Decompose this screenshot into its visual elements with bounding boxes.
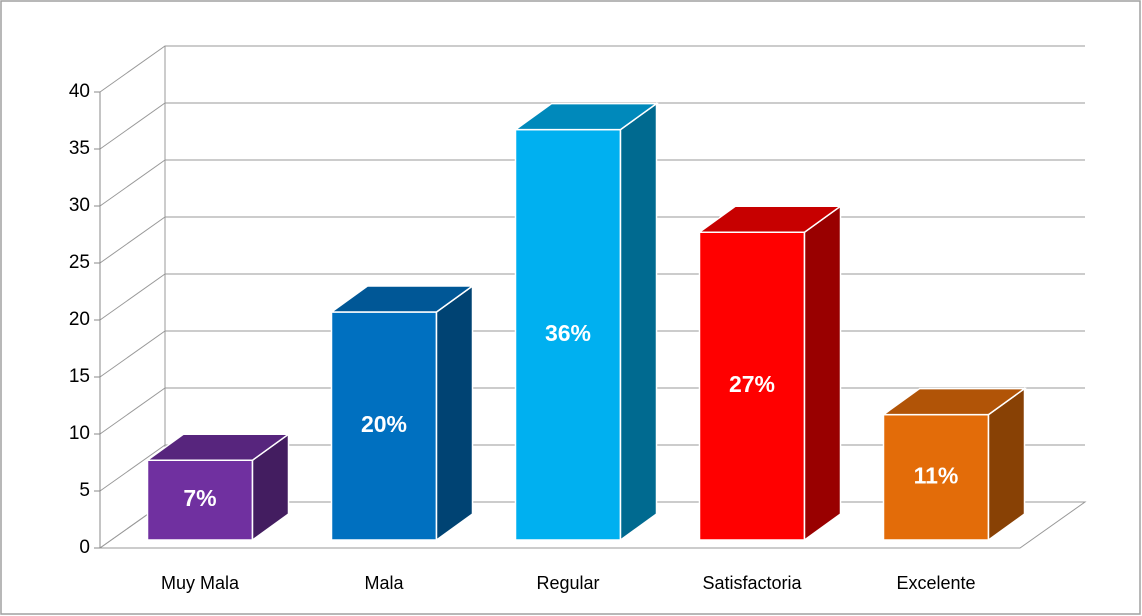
x-tick-label: Excelente: [896, 573, 975, 593]
bar-front: [882, 413, 990, 541]
bar-top: [329, 285, 475, 313]
y-tick-label: 30: [69, 195, 90, 216]
bar-side: [435, 284, 474, 542]
bar-top: [881, 387, 1027, 416]
x-tick-label: Muy Mala: [161, 573, 240, 593]
bar-front: [514, 128, 622, 541]
y-tick-label: 20: [69, 309, 90, 330]
y-tick-label: 15: [69, 366, 90, 387]
bar-top: [697, 205, 843, 233]
y-tick-label: 5: [79, 480, 90, 501]
data-label: 20%: [361, 411, 407, 437]
data-label: 27%: [729, 371, 775, 397]
y-tick-label: 25: [69, 252, 90, 273]
x-tick-label: Regular: [536, 573, 599, 593]
x-tick-label: Mala: [364, 573, 404, 593]
y-tick-label: 35: [69, 138, 90, 159]
bar-front: [330, 311, 438, 541]
y-tick-label: 40: [69, 81, 90, 102]
bar-side: [803, 204, 842, 542]
grid-line: [99, 45, 1085, 93]
data-label: 11%: [914, 462, 959, 488]
data-label: 36%: [545, 320, 591, 346]
y-tick-label: 0: [79, 537, 90, 558]
grid-line: [99, 159, 1085, 207]
data-label: 7%: [183, 485, 216, 511]
bar-side: [619, 102, 658, 542]
bar-top: [513, 102, 659, 131]
y-tick-label: 10: [69, 423, 90, 444]
x-tick-label: Satisfactoria: [702, 573, 802, 593]
bar-top: [145, 433, 291, 461]
grid-line: [99, 102, 1085, 150]
bar-front: [698, 231, 806, 541]
